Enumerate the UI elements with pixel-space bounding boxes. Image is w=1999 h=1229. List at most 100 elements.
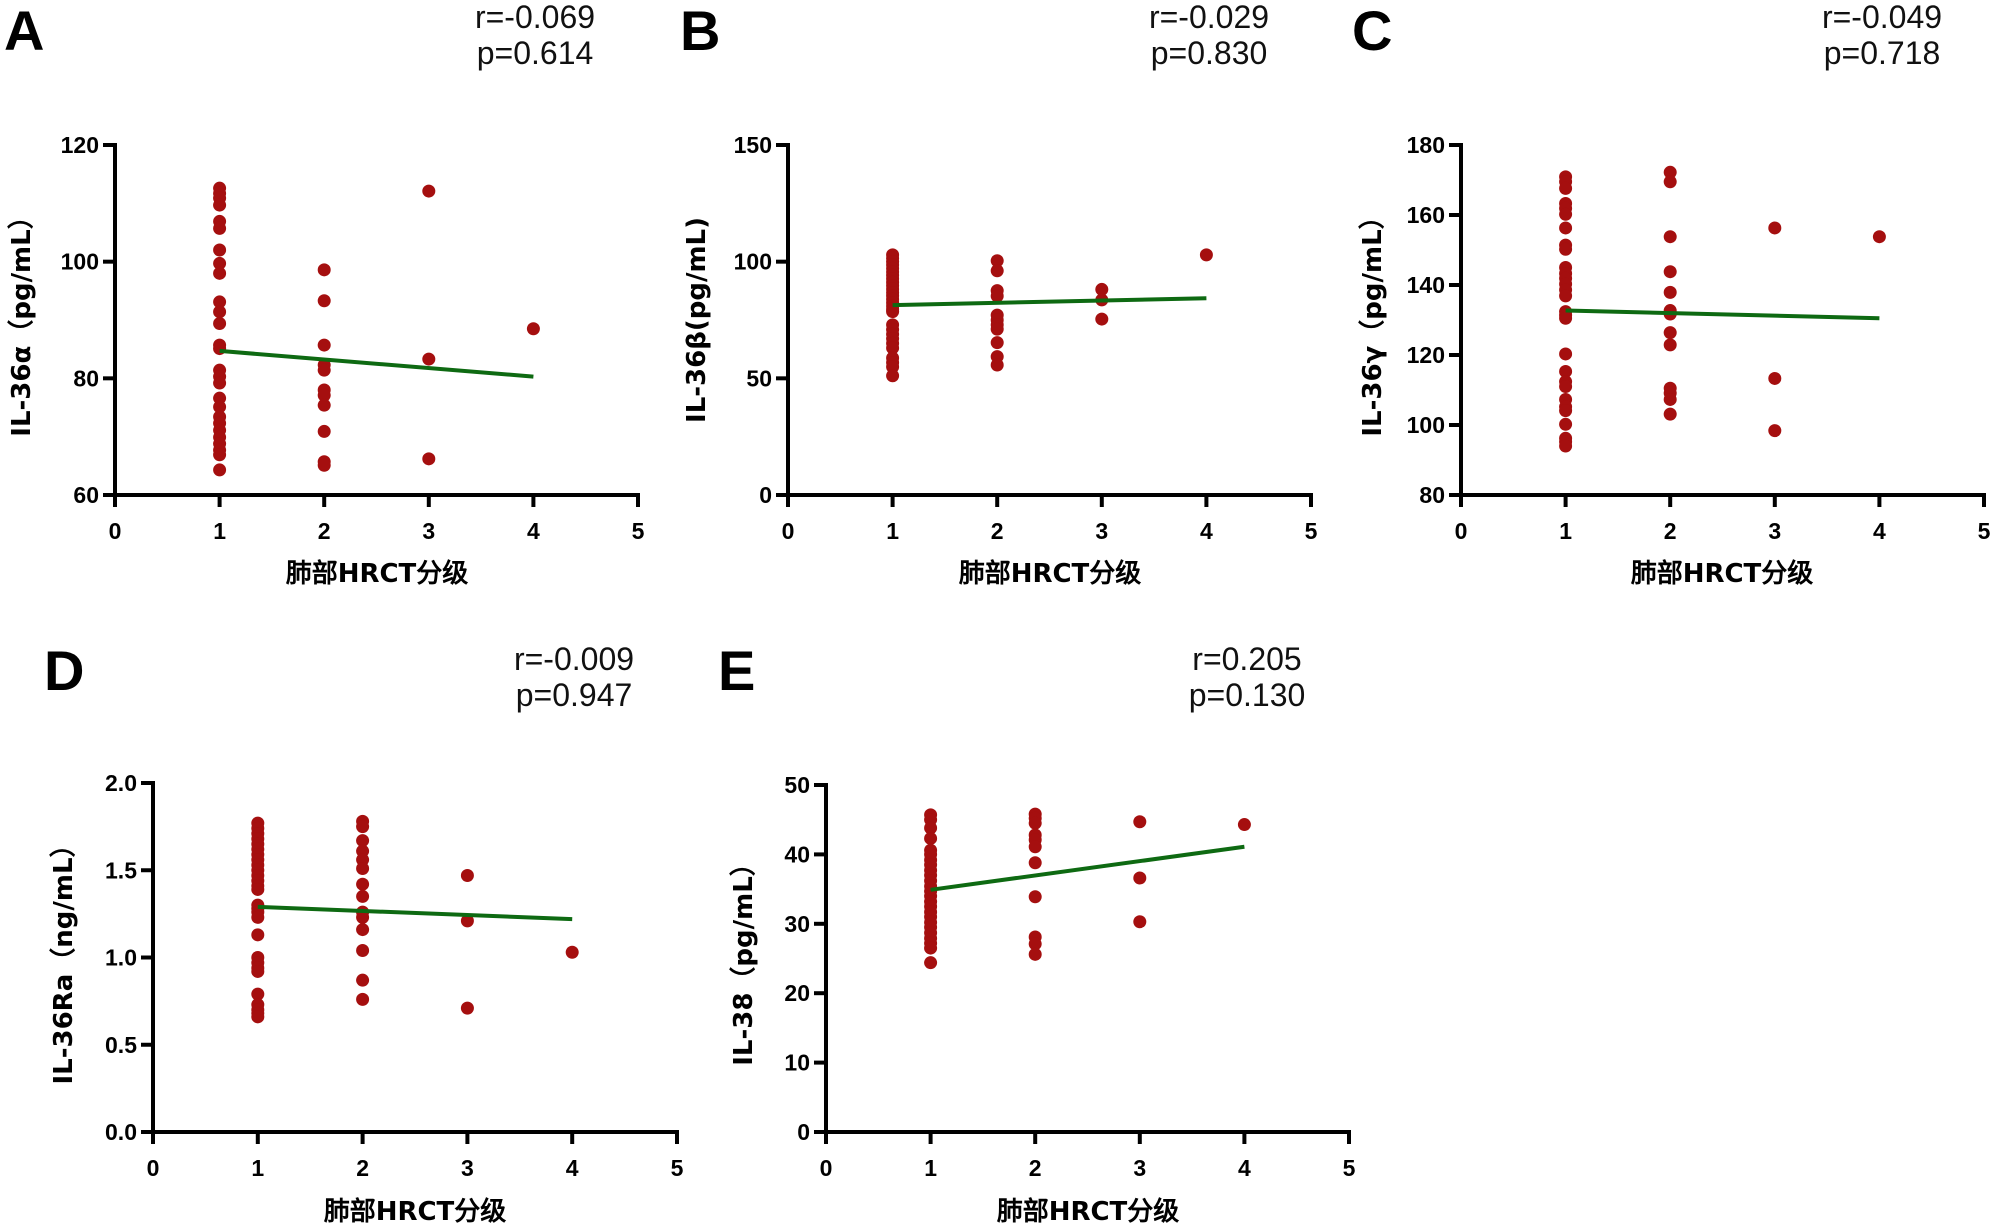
- data-point: [251, 882, 265, 896]
- y-tick-label: 100: [734, 249, 772, 275]
- y-tick-label: 30: [784, 911, 810, 937]
- panel-d: D r=-0.009 p=0.947 肺部HRCT分级 IL-36Ra（ng/m…: [44, 639, 684, 1227]
- y-tick-label: 2.0: [105, 770, 137, 796]
- x-tick-label: 0: [147, 1155, 160, 1181]
- x-tick-label: 3: [461, 1155, 474, 1181]
- data-point: [1095, 282, 1109, 296]
- data-point: [1559, 417, 1573, 431]
- data-point: [213, 266, 227, 280]
- regression-line: [892, 296, 1207, 308]
- r-value: r=-0.049: [1822, 0, 1942, 35]
- data-point: [213, 295, 227, 309]
- data-point: [1872, 230, 1886, 244]
- data-point: [1559, 311, 1573, 325]
- data-point: [213, 198, 227, 212]
- x-tick-label: 0: [1455, 518, 1468, 544]
- panel-label: C: [1352, 0, 1392, 62]
- r-value: r=-0.009: [514, 641, 634, 677]
- x-tick-label: 2: [318, 518, 331, 544]
- data-point: [1663, 165, 1677, 179]
- y-axis-title: IL-36γ（pg/mL）: [1358, 203, 1388, 436]
- x-tick-label: 4: [1200, 518, 1213, 544]
- y-tick-label: 160: [1407, 202, 1445, 228]
- panel-e: E r=0.205 p=0.130 肺部HRCT分级 IL-38（pg/mL） …: [718, 639, 1356, 1227]
- y-tick-label: 1.0: [105, 945, 137, 971]
- data-point: [1663, 175, 1677, 189]
- plot-area: 0 50 100 150 0 1 2 3 4 5: [734, 132, 1318, 544]
- data-point: [1559, 221, 1573, 235]
- data-point: [213, 376, 227, 390]
- panel-a: A r=-0.069 p=0.614 肺部HRCT分级 IL-36α（pg/mL…: [4, 0, 645, 589]
- x-axis-title: 肺部HRCT分级: [1631, 558, 1814, 589]
- axes: [151, 781, 679, 1134]
- x-axis-title: 肺部HRCT分级: [997, 1196, 1180, 1227]
- data-point: [251, 910, 265, 924]
- y-tick-label: 0: [759, 482, 772, 508]
- data-point: [1559, 364, 1573, 378]
- data-point: [1663, 392, 1677, 406]
- y-tick-label: 80: [1419, 482, 1445, 508]
- data-point: [924, 956, 938, 970]
- data-point: [526, 322, 540, 336]
- data-point: [356, 862, 370, 876]
- y-axis-title: IL-36β(pg/mL): [682, 217, 712, 423]
- data-point: [251, 928, 265, 942]
- data-point: [1095, 312, 1109, 326]
- data-point: [317, 458, 331, 472]
- x-tick-label: 5: [632, 518, 645, 544]
- y-tick-label: 20: [784, 980, 810, 1006]
- x-tick-label: 5: [671, 1155, 684, 1181]
- data-point: [924, 821, 938, 835]
- data-point: [1028, 856, 1042, 870]
- data-point: [924, 941, 938, 955]
- x-tick-label: 4: [1238, 1155, 1251, 1181]
- x-tick-label: 0: [109, 518, 122, 544]
- data-point: [1559, 380, 1573, 393]
- data-point: [1237, 818, 1251, 832]
- data-point: [1663, 326, 1677, 340]
- data-point: [213, 317, 227, 330]
- x-tick-label: 3: [1095, 518, 1108, 544]
- x-tick-label: 1: [213, 518, 226, 544]
- data-point: [1559, 242, 1573, 256]
- y-axis-title: IL-36α（pg/mL）: [7, 203, 37, 436]
- x-axis-title: 肺部HRCT分级: [286, 558, 469, 589]
- data-point: [1133, 871, 1147, 885]
- x-tick-label: 0: [782, 518, 795, 544]
- data-point: [1663, 230, 1677, 244]
- data-point: [1559, 289, 1573, 303]
- data-point: [356, 923, 370, 937]
- p-value: p=0.130: [1189, 677, 1306, 713]
- y-tick-label: 0.0: [105, 1119, 137, 1145]
- data-point: [1663, 338, 1677, 352]
- y-tick-label: 50: [784, 772, 810, 798]
- data-point: [1663, 265, 1677, 279]
- data-point: [1199, 248, 1213, 262]
- data-point: [1663, 407, 1677, 421]
- r-value: r=0.205: [1192, 641, 1301, 677]
- plot-area: 60 80 100 120 0 1 2 3 4 5: [61, 132, 645, 544]
- y-tick-label: 1.5: [105, 857, 137, 883]
- data-point: [213, 256, 227, 270]
- data-point: [1133, 915, 1147, 929]
- y-tick-label: 60: [73, 482, 99, 508]
- x-tick-label: 1: [924, 1155, 937, 1181]
- axes: [113, 143, 640, 497]
- y-tick-label: 40: [784, 841, 810, 867]
- data-point: [1559, 404, 1573, 418]
- x-tick-label: 2: [991, 518, 1004, 544]
- data-point: [1768, 371, 1782, 385]
- y-tick-label: 100: [1407, 412, 1445, 438]
- data-point: [251, 987, 265, 1001]
- x-tick-label: 0: [820, 1155, 833, 1181]
- x-tick-label: 4: [1873, 518, 1886, 544]
- y-tick-label: 50: [746, 365, 772, 391]
- data-point: [317, 398, 331, 412]
- data-point: [356, 820, 370, 834]
- data-point: [924, 831, 938, 845]
- data-point: [460, 868, 474, 882]
- x-axis-title: 肺部HRCT分级: [959, 558, 1142, 589]
- x-tick-label: 2: [1029, 1155, 1042, 1181]
- data-point: [565, 945, 579, 959]
